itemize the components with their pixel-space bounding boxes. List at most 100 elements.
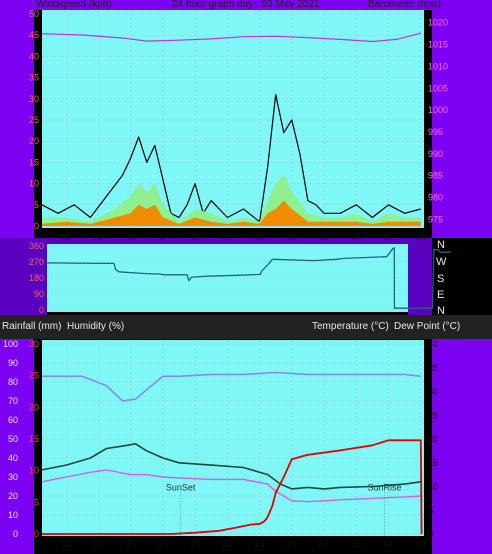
rain-tick-label: 25	[29, 371, 39, 381]
wind-x-tick-label: 03	[319, 232, 329, 242]
rainfall-label: Rainfall (mm)	[2, 321, 62, 332]
barometer-tick-label: 995	[428, 127, 443, 137]
wind-x-tick-label: 15	[126, 232, 136, 242]
header-strip	[34, 0, 432, 10]
wind-x-tick-label: 07	[384, 232, 394, 242]
wind-tick-label: 25	[29, 115, 39, 125]
wind-x-tick-label: 13	[93, 232, 103, 242]
wind-low-area	[42, 200, 421, 226]
temp-x-tick-label: 13	[93, 539, 103, 549]
wind-axis-title: Windspeed (kph)	[36, 0, 112, 10]
rain-tick-label: 0	[34, 529, 39, 539]
wind-x-tick-label: 17	[158, 232, 168, 242]
barometer-tick-label: 1005	[428, 83, 448, 93]
temp-x-tick-label: 01	[287, 539, 297, 549]
wind-tick-label: 35	[29, 73, 39, 83]
compass-n-top: N	[437, 239, 445, 251]
temp-tick-label: 10	[428, 482, 438, 492]
barometer-tick-label: 980	[428, 193, 443, 203]
rain-tick-label: 30	[29, 339, 39, 349]
direction-tick-label: 270	[29, 257, 44, 267]
wind-tick-label: 45	[29, 30, 39, 40]
humidity-tick-label: 0	[13, 529, 18, 539]
temp-plot-area	[42, 340, 424, 536]
dewpoint-line	[41, 469, 421, 503]
barometer-tick-label: 990	[428, 149, 443, 159]
graph-title: 24 hour graph day : 03 May 2021	[172, 0, 320, 10]
sunrise-label: SunRise	[367, 482, 401, 492]
temp-x-tick-label: 17	[158, 539, 168, 549]
barometer-tick-label: 1010	[428, 61, 448, 71]
compass-w: W	[436, 256, 447, 268]
rain-tick-label: 5	[34, 497, 39, 507]
direction-tick-label: 180	[29, 273, 44, 283]
wind-x-tick-label: 11	[62, 232, 71, 242]
wind-average-area	[42, 175, 421, 226]
wind-tick-label: 10	[29, 179, 39, 189]
temp-tick-label: 15	[428, 458, 438, 468]
humidity-tick-label: 70	[8, 396, 18, 406]
wind-tick-label: 20	[29, 136, 39, 146]
wind-tick-label: 40	[29, 51, 39, 61]
temp-tick-label: 0	[428, 529, 433, 539]
left-margin-bottom	[0, 334, 34, 554]
humidity-tick-label: 60	[8, 415, 18, 425]
humidity-tick-label: 100	[3, 339, 18, 349]
temperature-label: Temperature (°C)	[312, 321, 389, 332]
humidity-label: Humidity (%)	[67, 321, 125, 332]
compass-e: E	[437, 289, 445, 301]
barometer-tick-label: 1000	[428, 105, 448, 115]
right-margin-top	[432, 0, 492, 238]
humidity-tick-label: 40	[8, 453, 18, 463]
direction-tick-label: 90	[34, 289, 44, 299]
temp-x-tick-label: 11	[62, 539, 71, 549]
barometer-tick-label: 1020	[428, 18, 448, 28]
compass-n-bottom: N	[437, 305, 445, 317]
humidity-tick-label: 10	[8, 510, 18, 520]
temp-x-tick-label: 15	[126, 539, 136, 549]
sunset-label: SunSet	[166, 482, 196, 492]
rain-tick-label: 10	[29, 466, 39, 476]
rain-tick-label: 20	[29, 402, 39, 412]
wind-plot-area	[42, 10, 424, 228]
right-margin-bottom	[432, 334, 492, 554]
temp-x-tick-label: 03	[319, 539, 329, 549]
wind-tick-label: 15	[29, 157, 39, 167]
temp-tick-label: 35	[428, 363, 438, 373]
barometer-axis-title: Barometer (hpa)	[368, 0, 441, 10]
direction-tick-label: 0	[39, 305, 44, 315]
wind-direction-line	[46, 247, 451, 309]
humidity-tick-label: 20	[8, 491, 18, 501]
wind-x-tick-label: 01	[287, 232, 297, 242]
direction-tick-label: 360	[29, 241, 44, 251]
barometer-tick-label: 1015	[428, 40, 448, 50]
wind-x-tick-label: 19	[190, 232, 200, 242]
humidity-tick-label: 80	[8, 377, 18, 387]
wind-x-tick-label: 21	[222, 232, 232, 242]
temp-tick-label: 5	[428, 505, 433, 515]
temp-x-tick-label: 07	[384, 539, 394, 549]
temp-tick-label: 30	[428, 387, 438, 397]
wind-tick-label: 50	[29, 9, 39, 19]
wind-tick-label: 30	[29, 94, 39, 104]
barometer-tick-label: 975	[428, 214, 443, 224]
temperature-line	[41, 442, 421, 490]
humidity-tick-label: 30	[8, 472, 18, 482]
compass-s: S	[437, 273, 445, 285]
dewpoint-label: Dew Point (°C)	[394, 321, 461, 332]
wind-tick-label: 5	[34, 200, 39, 210]
humidity-tick-label: 50	[8, 434, 18, 444]
label-strip	[0, 315, 492, 339]
rain-tick-label: 15	[29, 434, 39, 444]
temp-tick-label: 40	[428, 339, 438, 349]
barometer-line	[41, 32, 421, 43]
left-margin-top	[0, 0, 34, 238]
temp-x-tick-label: 19	[190, 539, 200, 549]
mid-strip	[34, 238, 432, 244]
rainfall-line	[42, 439, 423, 535]
humidity-tick-label: 90	[8, 358, 18, 368]
temp-x-tick-label: 21	[222, 539, 232, 549]
barometer-tick-label: 985	[428, 171, 443, 181]
wind-tick-label: 0	[34, 221, 39, 231]
